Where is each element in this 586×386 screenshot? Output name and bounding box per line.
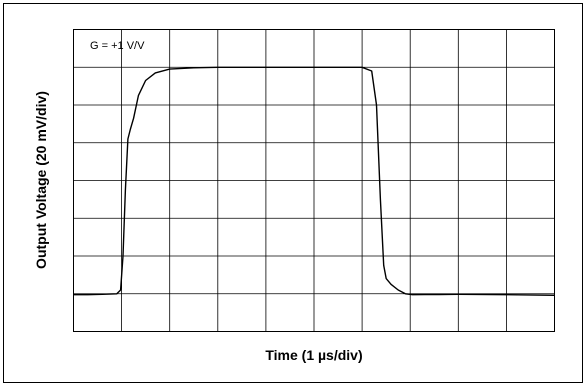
- x-axis-label: Time (1 µs/div): [265, 347, 362, 363]
- y-axis-label: Output Voltage (20 mV/div): [33, 91, 49, 269]
- gain-annotation: G = +1 V/V: [90, 40, 145, 52]
- grid: [73, 29, 555, 332]
- plot-area: [73, 29, 555, 332]
- output-voltage-trace: [73, 66, 555, 296]
- figure-border: [3, 3, 583, 383]
